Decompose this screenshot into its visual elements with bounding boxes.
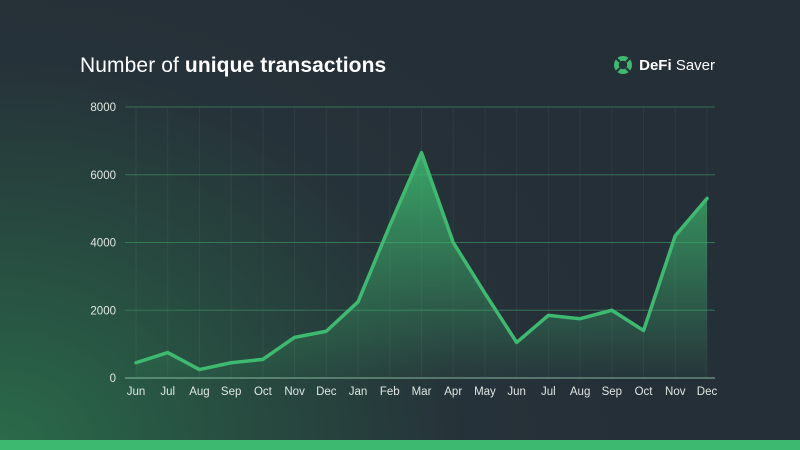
x-tick-label: Nov	[284, 386, 305, 398]
x-tick-label: Sep	[602, 386, 622, 398]
chart-title: Number of unique transactions	[80, 54, 386, 78]
x-tick-label: Aug	[189, 386, 209, 398]
y-tick-label: 2000	[90, 305, 116, 317]
x-tick-label: Oct	[254, 386, 273, 398]
x-tick-label: Oct	[635, 386, 654, 398]
x-axis-ticks: Jun Jul Aug Sep Oct Nov Dec Jan Feb Mar Apr May Jun J…	[127, 386, 718, 398]
y-tick-label: 6000	[90, 170, 116, 182]
x-tick-label: Mar	[412, 386, 432, 398]
area-path	[136, 152, 707, 378]
x-tick-label: May	[474, 386, 496, 398]
brand-logo: DeFi Saver	[613, 55, 715, 75]
chart-title-prefix: Number of	[80, 54, 179, 77]
x-tick-label: Feb	[380, 386, 400, 398]
brand-name-regular: Saver	[675, 56, 715, 74]
y-tick-label: 4000	[90, 238, 116, 250]
chart-title-emphasis: unique transactions	[184, 54, 387, 77]
series-line	[134, 150, 709, 372]
area-fill	[136, 152, 707, 378]
x-tick-label: Apr	[444, 386, 462, 398]
x-tick-label: Dec	[697, 386, 718, 398]
y-axis-ticks: 0 2000 4000 6000 8000	[90, 102, 116, 385]
x-tick-label: Sep	[221, 386, 241, 398]
x-tick-label: Jan	[349, 386, 368, 398]
y-tick-label: 8000	[90, 102, 116, 114]
x-tick-label: Jun	[507, 386, 526, 398]
x-tick-label: Jul	[160, 386, 175, 398]
x-tick-label: Nov	[665, 386, 686, 398]
x-tick-label: Aug	[570, 386, 590, 398]
series-line-path	[134, 150, 709, 372]
x-tick-label: Dec	[316, 386, 337, 398]
x-tick-label: Jul	[541, 386, 556, 398]
defi-saver-logo-icon	[614, 56, 633, 74]
brand-name-bold: DeFi	[639, 56, 672, 74]
y-tick-label: 0	[110, 373, 116, 385]
x-tick-label: Jun	[127, 386, 146, 398]
bottom-accent-bar	[0, 440, 800, 450]
